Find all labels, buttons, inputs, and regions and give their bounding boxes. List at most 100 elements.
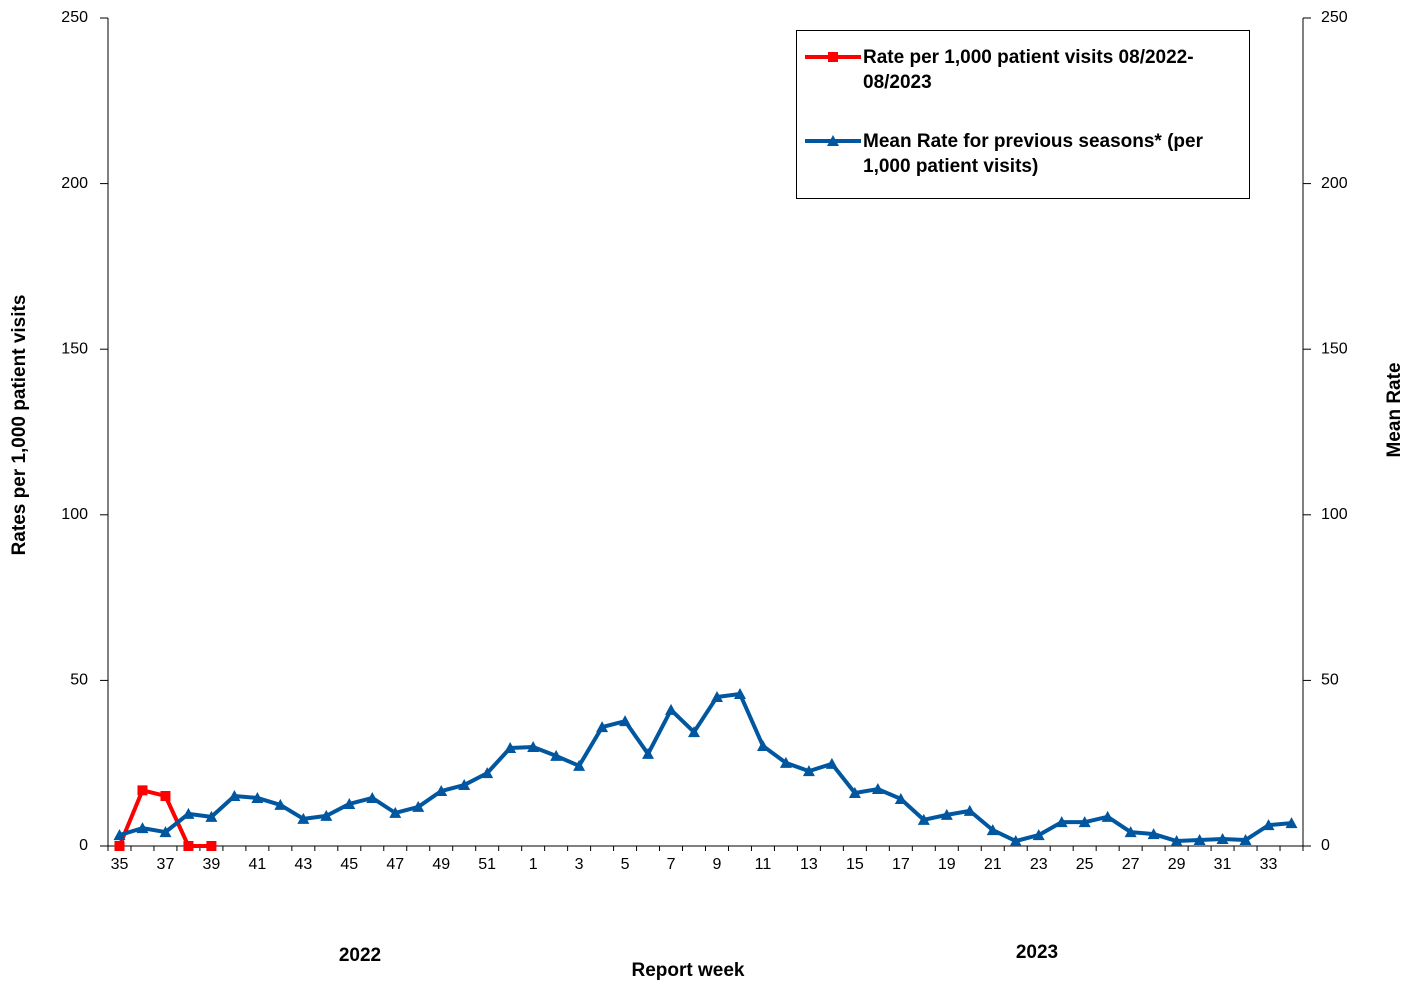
x-tick-label: 5 (621, 856, 630, 873)
marker (205, 810, 218, 822)
marker (481, 767, 494, 779)
x-tick-label: 31 (1214, 856, 1232, 873)
marker (573, 759, 586, 771)
legend-swatch (805, 52, 861, 62)
x-tick-label: 13 (800, 856, 818, 873)
marker (779, 756, 792, 768)
legend-marker (827, 135, 839, 146)
x-tick-label: 49 (432, 856, 450, 873)
x-tick-label: 51 (478, 856, 496, 873)
x-tick-label: 47 (386, 856, 404, 873)
x-tick-label: 39 (203, 856, 221, 873)
marker (940, 808, 953, 820)
marker (228, 789, 241, 801)
marker (963, 804, 976, 816)
marker (114, 841, 125, 851)
x-tick-label: 11 (755, 856, 772, 873)
x-axis-title: Report week (632, 960, 745, 981)
x-tick-label: 35 (111, 856, 129, 873)
marker (894, 792, 907, 804)
x-tick-label: 45 (340, 856, 358, 873)
marker (389, 806, 402, 818)
marker (733, 687, 746, 699)
x-tick-label: 23 (1030, 856, 1048, 873)
x-tick-label: 25 (1076, 856, 1094, 873)
marker (137, 785, 148, 796)
marker (825, 757, 838, 769)
y-tick-label: 100 (61, 506, 88, 523)
marker (320, 809, 333, 821)
marker (756, 739, 769, 751)
marker (619, 715, 632, 727)
marker (1147, 828, 1160, 840)
x-tick-label: 19 (938, 856, 956, 873)
marker (665, 703, 678, 715)
marker (251, 791, 264, 803)
y2-tick-label: 0 (1321, 837, 1330, 854)
y-tick-label: 150 (61, 340, 88, 357)
marker (504, 741, 517, 753)
x-tick-label: 9 (713, 856, 722, 873)
marker (710, 690, 723, 702)
legend-label: Mean Rate for previous seasons* (per 1,0… (863, 131, 1203, 177)
marker (1285, 817, 1298, 829)
marker (871, 783, 884, 795)
y2-tick-label: 100 (1321, 506, 1348, 523)
marker (136, 822, 149, 834)
marker (183, 841, 194, 851)
marker (366, 791, 379, 803)
y-tick-label: 50 (70, 672, 88, 689)
marker (802, 765, 815, 777)
marker (688, 726, 701, 738)
x-tick-label: 17 (892, 856, 910, 873)
marker (1009, 835, 1022, 847)
legend-label: Rate per 1,000 patient visits 08/2022-08… (863, 47, 1194, 93)
marker (1170, 835, 1183, 847)
marker (343, 797, 356, 809)
marker (1101, 810, 1114, 822)
year-label: 2023 (1016, 942, 1058, 963)
marker (596, 721, 609, 733)
x-tick-label: 43 (294, 856, 312, 873)
y2-tick-label: 50 (1321, 672, 1339, 689)
marker (113, 829, 126, 841)
y2-tick-label: 200 (1321, 175, 1348, 192)
legend-entry: Rate per 1,000 patient visits 08/2022-08… (805, 45, 1243, 95)
marker (986, 824, 999, 836)
marker (1262, 819, 1275, 831)
x-tick-label: 33 (1260, 856, 1278, 873)
legend-marker (828, 52, 838, 62)
marker (412, 800, 425, 812)
x-tick-label: 15 (846, 856, 864, 873)
legend: Rate per 1,000 patient visits 08/2022-08… (796, 30, 1250, 199)
marker (550, 749, 563, 761)
marker (1239, 834, 1252, 846)
marker (1193, 834, 1206, 846)
y2-axis-title: Mean Rate (1384, 362, 1405, 457)
marker (917, 813, 930, 825)
y-tick-label: 0 (79, 837, 88, 854)
marker (435, 785, 448, 797)
marker (206, 841, 217, 851)
series-line (118, 691, 1292, 844)
x-tick-label: 1 (529, 856, 538, 873)
marker (1216, 833, 1229, 845)
marker (1078, 816, 1091, 828)
marker (1055, 816, 1068, 828)
marker (182, 807, 195, 819)
marker (848, 787, 861, 799)
legend-entry: Mean Rate for previous seasons* (per 1,0… (805, 129, 1243, 179)
marker (458, 779, 471, 791)
x-tick-label: 41 (248, 856, 266, 873)
x-tick-label: 37 (157, 856, 175, 873)
y2-tick-label: 250 (1321, 9, 1348, 26)
x-tick-label: 27 (1122, 856, 1140, 873)
marker (1032, 829, 1045, 841)
x-tick-label: 7 (667, 856, 676, 873)
marker (159, 826, 172, 838)
marker (297, 812, 310, 824)
x-tick-label: 29 (1168, 856, 1186, 873)
year-label: 2022 (339, 945, 381, 966)
marker (1124, 826, 1137, 838)
